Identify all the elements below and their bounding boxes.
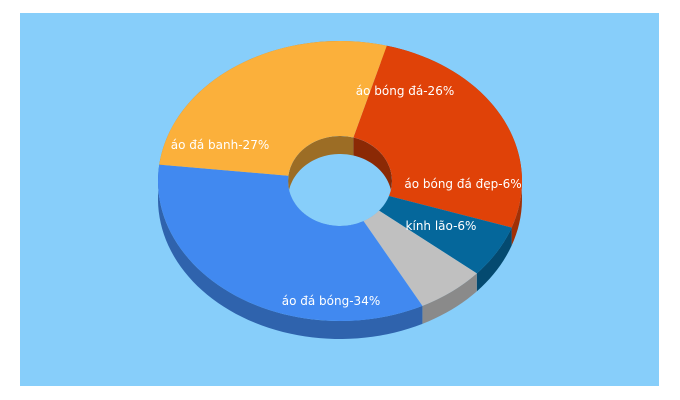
slice-side-ao-da-bong-34	[158, 164, 423, 339]
slice-inner-wall-ao-da-banh-27	[288, 136, 354, 194]
slice-side-kinh-lao-6	[422, 273, 477, 324]
donut-hole	[288, 147, 392, 226]
slice-ao-da-banh-27	[159, 40, 387, 176]
slice-top-layer	[157, 40, 522, 321]
slice-label-kinh-lao: kính lão-6%	[406, 219, 477, 233]
slice-ao-bong-da-26	[353, 45, 522, 228]
slice-ao-da-bong-34	[157, 164, 423, 321]
slice-label-layer: áo bóng đá-26% áo bóng đá đẹp-6% kính lã…	[171, 84, 522, 308]
slice-label-ao-da-bong: áo đá bóng-34%	[282, 294, 380, 308]
slice-ao-bong-da-dep-6	[379, 195, 512, 274]
slice-label-ao-bong-da-dep: áo bóng đá đẹp-6%	[404, 177, 521, 191]
slice-label-ao-da-banh: áo đá banh-27%	[171, 138, 269, 152]
slice-kinh-lao-6	[363, 210, 477, 306]
slice-label-ao-bong-da: áo bóng đá-26%	[356, 84, 454, 98]
slice-side-ao-bong-da-dep-6	[476, 227, 512, 292]
slice-inner-wall-ao-bong-da-26	[353, 137, 392, 214]
chart-area: áo bóng đá-26% áo bóng đá đẹp-6% kính lã…	[20, 13, 659, 386]
donut-chart: áo bóng đá-26% áo bóng đá đẹp-6% kính lã…	[20, 13, 659, 386]
